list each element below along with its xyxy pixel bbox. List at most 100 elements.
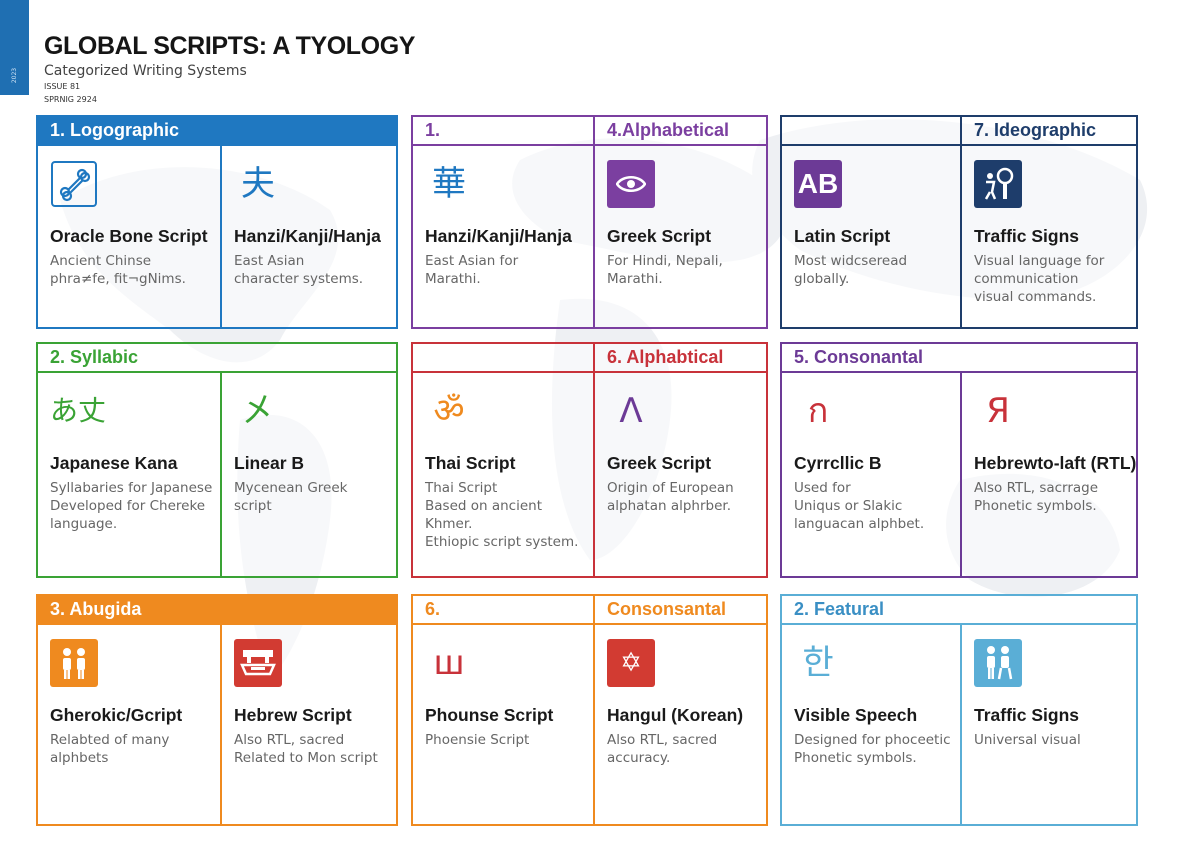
panel-header-rule (782, 371, 1136, 373)
panel-divider (220, 146, 222, 327)
script-entry: Greek Script For Hindi, Nepali, Marathi. (595, 146, 766, 327)
script-description: Universal visual (974, 732, 1081, 748)
script-description: Also RTL, sacred Related to Mon script (234, 732, 378, 766)
panel-header (782, 117, 960, 144)
script-description: Designed for phoceetic Phonetic symbols. (794, 732, 951, 766)
panel-header-rule (38, 144, 396, 146)
panel-header: 5. Consonantal (794, 347, 924, 367)
script-name: Visible Speech (794, 705, 918, 725)
hanzi-glyph-icon: 夫 (241, 164, 275, 204)
panel-divider (960, 117, 962, 327)
side-tab: 2023 (0, 0, 29, 95)
panel-header: 6. (425, 599, 441, 619)
script-description: Mycenean Greek script (234, 480, 348, 514)
script-description: Thai Script Based on ancient Khmer. Ethi… (425, 480, 579, 550)
script-entry: ॐ Thai Script Thai Script Based on ancient… (413, 373, 593, 576)
category-panel: 2. Syllabic あ丈 Japanese Kana Syllabaries fo… (36, 342, 398, 578)
script-name: Gherokic/Gcript (50, 705, 183, 725)
script-entry: AB Latin Script Most widcseread globally. (782, 146, 960, 327)
om-glyph-icon: ॐ (433, 391, 465, 431)
script-entry: Λ Greek Script Origin of European alphatan… (595, 373, 766, 576)
script-entry: Oracle Bone Script Ancient Chinse phra≠fe… (38, 146, 220, 327)
script-entry: 夫 Hanzi/Kanji/Hanja East Asian character s… (222, 146, 396, 327)
panel-header-rule (413, 623, 766, 625)
script-entry: ✡ Hangul (Korean) Also RTL, sacred accurac… (595, 625, 766, 824)
side-tab-label: 2023 (11, 67, 18, 84)
panel-divider (593, 117, 595, 327)
script-name: Hebrewto-laft (RTL). (974, 453, 1136, 473)
script-entry: 㐅 Linear B Mycenean Greek script (222, 373, 396, 576)
script-name: Japanese Kana (50, 453, 178, 473)
script-name: Hangul (Korean) (607, 705, 744, 725)
script-name: Hanzi/Kanji/Hanja (234, 226, 381, 246)
script-entry: Gherokic/Gcript Relabted of many alphbets (38, 625, 220, 824)
script-entry: 華 Hanzi/Kanji/Hanja East Asian for Marathi… (413, 146, 593, 327)
hangul-glyph-icon: 한 (802, 643, 834, 683)
script-name: Greek Script (607, 226, 712, 246)
script-description: Also RTL, sacred accuracy. (607, 732, 718, 766)
bone-icon (50, 160, 98, 208)
script-description: Phoensie Script (425, 732, 530, 748)
script-description: Relabted of many alphbets (50, 732, 170, 766)
page-header: GLOBAL SCRIPTS: A TYOLOGY Categorized Wr… (44, 32, 415, 105)
shin-glyph-icon: ш (433, 643, 465, 683)
page-subtitle: Categorized Writing Systems (44, 63, 247, 79)
kana-glyph-icon: あ丈 (50, 394, 107, 427)
script-entry: Traffic Signs Visual language for communi… (962, 146, 1136, 327)
script-entry: Traffic Signs Universal visual (962, 625, 1136, 824)
category-panel: 6. Alphabtical ॐ Thai Script Thai Script Ba… (411, 342, 768, 578)
panel-header: 2. Featural (794, 599, 885, 619)
category-panel: 5. Consonantal ก Cyrrcllic B Used for Uniqu… (780, 342, 1138, 578)
category-panel: 1. Logographic Oracle Bone Script Ancient … (36, 115, 398, 329)
panel-divider (960, 625, 962, 824)
panel-divider (220, 625, 222, 824)
issue-label: ISSUE 81 (44, 82, 81, 91)
script-entry: Я Hebrewto-laft (RTL). Also RTL, sacrrage … (962, 373, 1136, 576)
panel-header-rule (413, 144, 766, 146)
script-description: Origin of European alphatan alphrber. (607, 480, 734, 514)
script-entry: あ丈 Japanese Kana Syllabaries for Japanese … (38, 373, 220, 576)
script-description: For Hindi, Nepali, Marathi. (607, 253, 723, 287)
panel-header-rule (38, 623, 396, 625)
panel-divider (593, 596, 595, 824)
script-name: Traffic Signs (974, 705, 1080, 725)
cyrillic-glyph-icon: ก (807, 391, 829, 431)
people-icon (50, 639, 98, 687)
panel-header: 6. Alphabtical (607, 347, 724, 367)
script-name: Hanzi/Kanji/Hanja (425, 226, 572, 246)
panel-divider (220, 373, 222, 576)
category-panel: 7. Ideographic AB Latin Script Most widcser… (780, 115, 1138, 329)
script-description: East Asian character systems. (234, 253, 364, 287)
category-panel: 2. Featural 한 Visible Speech Designed for p… (780, 594, 1138, 826)
panel-divider (960, 373, 962, 576)
script-name: Cyrrcllic B (794, 453, 882, 473)
script-name: Hebrew Script (234, 705, 352, 725)
panel-header-rule (38, 371, 396, 373)
linear-b-glyph-icon: 㐅 (241, 391, 275, 431)
panel-header: 4.Alphabetical (607, 120, 730, 140)
lambda-glyph-icon: Λ (619, 391, 643, 431)
panel-header-rule (413, 371, 766, 373)
pedestrian-sign-icon (974, 639, 1022, 687)
script-description: Visual language for communication visual… (974, 253, 1105, 305)
script-name: Oracle Bone Script (50, 226, 208, 246)
ya-glyph-icon: Я (986, 391, 1010, 431)
panel-header: Consonsantal (607, 599, 727, 619)
page-title: GLOBAL SCRIPTS: A TYOLOGY (44, 32, 416, 60)
panel-divider (593, 344, 595, 576)
script-description: Ancient Chinse phra≠fe, fit¬gNims. (50, 253, 186, 287)
script-entry: ก Cyrrcllic B Used for Uniqus or Slakic la… (782, 373, 960, 576)
traffic-sign-icon (974, 160, 1022, 208)
panel-header-rule (782, 623, 1136, 625)
script-description: Used for Uniqus or Slakic languacan alph… (794, 480, 925, 532)
script-name: Traffic Signs (974, 226, 1080, 246)
panel-header: 7. Ideographic (974, 120, 1097, 140)
panel-header (413, 344, 593, 371)
script-entry: ш Phounse Script Phoensie Script (413, 625, 593, 824)
panel-header: 3. Abugida (38, 596, 396, 623)
script-description: Syllabaries for Japanese Developed for C… (50, 480, 213, 532)
script-description: Most widcseread globally. (794, 253, 908, 287)
category-panel: 1. 4.Alphabetical 華 Hanzi/Kanji/Hanja East A… (411, 115, 768, 329)
category-panel: 3. Abugida Gherokic/Gcript Relabted of man… (36, 594, 398, 826)
panel-header: 1. Logographic (38, 117, 396, 144)
